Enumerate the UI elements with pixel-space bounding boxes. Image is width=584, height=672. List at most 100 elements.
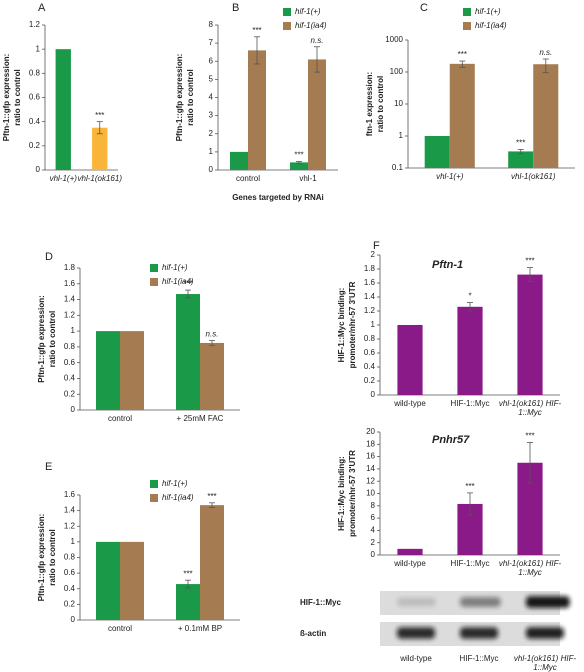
y-axis-label-line: ftn-1 expression: <box>365 72 374 136</box>
x-tick-label-box: + 0.1mM BP <box>177 624 223 633</box>
legend-label: hif-1(+) <box>162 479 188 488</box>
annotation: n.s. <box>539 48 552 57</box>
x-tick-label-box: control <box>108 624 132 633</box>
blot-lane-label-box: vhl-1(ok161) HIF-1::Myc <box>513 654 577 672</box>
y-tick-label: 0.4 <box>29 117 41 126</box>
x-tick-label-box: vhl-1(ok161) HIF-1::Myc <box>499 399 561 417</box>
annotation: *** <box>516 139 525 148</box>
error-bar <box>96 121 103 135</box>
x-tick-label-box: vhl-1(ok161) HIF-1::Myc <box>498 559 562 577</box>
y-axis-label-line: Pftn-1::gfp expression: <box>37 295 46 383</box>
x-axis-label: Genes targeted by RNAi <box>232 193 324 202</box>
y-tick-label: 0 <box>371 550 376 559</box>
error-bar <box>296 161 302 164</box>
legend-swatch <box>150 278 158 286</box>
bar <box>92 127 108 170</box>
y-tick-label: 20 <box>366 427 375 436</box>
y-tick-label: 0 <box>209 165 214 174</box>
panel-title: Pnhr57 <box>432 434 470 446</box>
bar <box>230 151 248 170</box>
y-tick-label: 0.8 <box>364 334 376 343</box>
legend-label: hif-1(ia4) <box>475 21 507 30</box>
x-tick-label: HIF-1::Myc <box>450 559 490 568</box>
y-axis-label: Pftn-1::gfp expression: ratio to control <box>2 54 22 142</box>
blot-band <box>397 597 436 607</box>
y-tick-label: 0.2 <box>64 389 76 398</box>
y-tick-label: 1 <box>399 131 404 140</box>
bar <box>517 274 543 395</box>
y-axis-label-line: Pftn-1::gfp expression: <box>2 54 11 142</box>
y-tick-label: 2 <box>371 250 376 259</box>
x-tick-label: wild-type <box>394 559 426 568</box>
y-tick-label: 10 <box>394 99 403 108</box>
legend-label: hif-1(ia4) <box>162 493 194 502</box>
y-tick-label: 0.4 <box>364 362 376 371</box>
bar <box>508 151 534 168</box>
blot-lane-label: wild-type <box>400 654 432 663</box>
y-tick-label: 5 <box>209 74 214 83</box>
y-tick-label: 1 <box>71 537 76 546</box>
legend-swatch <box>463 22 471 30</box>
x-tick-label-box: HIF-1::Myc <box>450 559 490 568</box>
x-tick-label: vhl-1(ok161) HIF-1::Myc <box>498 559 562 577</box>
y-tick-label: 1.2 <box>64 310 76 319</box>
y-tick-label: 6 <box>371 513 376 522</box>
error-bar <box>527 442 533 484</box>
error-bar <box>527 267 533 283</box>
y-tick-label: 1.2 <box>64 521 76 530</box>
error-bar <box>185 289 191 299</box>
bar <box>290 162 308 170</box>
x-tick-label-box: vhl-1 <box>299 174 317 183</box>
panel-title: Pftn-1 <box>432 259 463 271</box>
annotation: * <box>468 292 471 301</box>
annotation: *** <box>252 26 261 35</box>
y-tick-label: 1.2 <box>364 306 376 315</box>
legend-label: hif-1(ia4) <box>162 277 194 286</box>
y-tick-label: 0 <box>36 165 41 174</box>
bar <box>248 50 266 170</box>
x-tick-label: vhl-1 <box>299 174 317 183</box>
y-axis-label-line: Pftn-1::gfp expression: <box>37 514 46 602</box>
error-bar <box>542 58 549 74</box>
y-axis-label-line: ratio to control <box>376 76 385 132</box>
x-tick-label: vhl-1(+) <box>49 174 77 183</box>
x-tick-label-box: vhl-1(+) <box>49 174 77 183</box>
y-tick-label: 2 <box>209 129 214 138</box>
blot-lane-label: vhl-1(ok161) HIF-1::Myc <box>513 654 577 672</box>
annotation: *** <box>207 492 216 501</box>
y-tick-label: 0.6 <box>64 568 76 577</box>
x-tick-label-box: + 25mM FAC <box>176 414 224 423</box>
annotation: n.s. <box>206 330 219 339</box>
error-bar <box>467 492 473 516</box>
error-bar <box>467 302 473 312</box>
y-tick-label: 1.4 <box>64 295 76 304</box>
x-tick-label-box: control <box>235 174 260 183</box>
y-tick-label: 1 <box>371 320 376 329</box>
y-tick-label: 6 <box>209 56 214 65</box>
y-tick-label: 1 <box>71 326 76 335</box>
x-tick-label: vhl-1(ok161) <box>77 174 122 183</box>
y-axis-label-line: ratio to control <box>48 311 57 367</box>
blot-band <box>526 627 564 639</box>
x-tick-label: control <box>235 174 260 183</box>
x-tick-label-box: HIF-1::Myc <box>450 399 489 408</box>
y-tick-label: 100 <box>390 67 404 76</box>
bar <box>55 49 71 170</box>
legend-swatch <box>150 480 158 488</box>
x-tick-label: + 25mM FAC <box>176 414 224 423</box>
x-tick-label: control <box>107 414 132 423</box>
bar <box>120 331 144 410</box>
y-axis-label-line: ratio to control <box>48 529 57 585</box>
annotation: *** <box>458 50 467 59</box>
error-bar <box>209 502 215 508</box>
legend-label: hif-1(+) <box>295 7 321 16</box>
x-tick-label: + 0.1mM BP <box>177 624 223 633</box>
y-axis-label: ftn-1 expression: ratio to control <box>365 72 385 136</box>
y-tick-label: 0.1 <box>392 163 404 172</box>
y-tick-label: 1.6 <box>64 490 76 499</box>
bar <box>96 541 120 620</box>
y-tick-label: 8 <box>209 20 214 29</box>
y-axis-label-line: Pftn-1::gfp expression: <box>175 54 184 142</box>
y-axis-label: HIF-1::Myc binding: promoter/nhr-57 3'UTR <box>337 281 357 368</box>
